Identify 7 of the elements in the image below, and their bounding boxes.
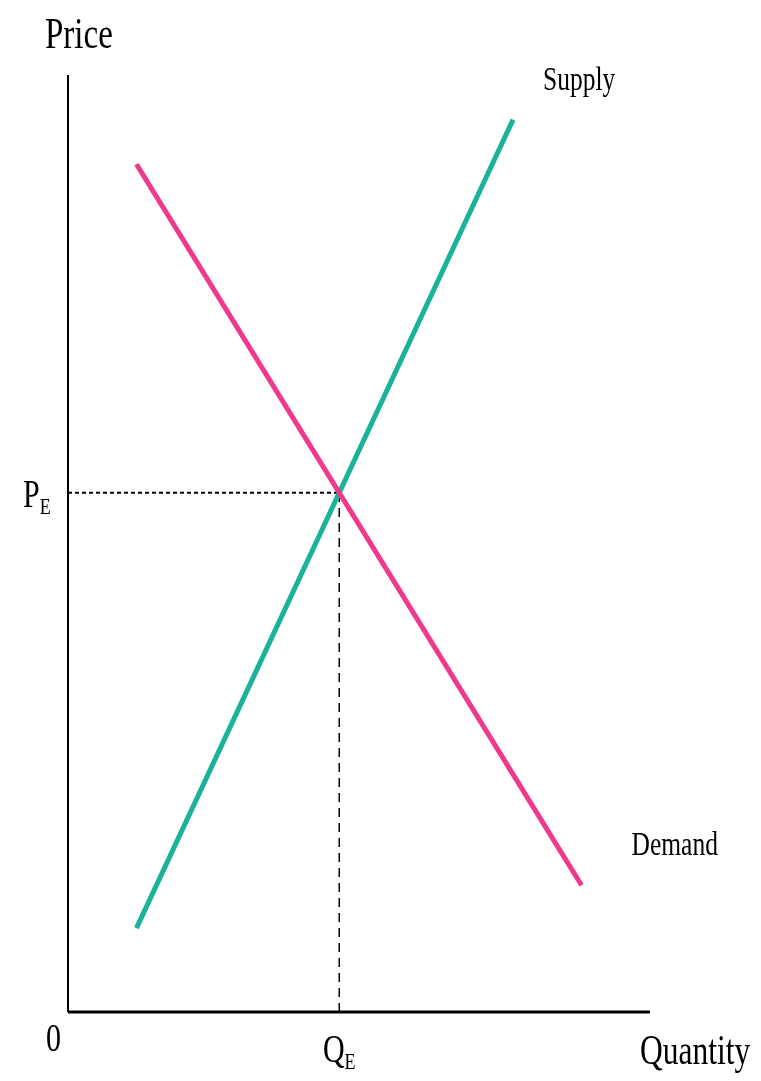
x-axis-title: Quantity bbox=[640, 1026, 751, 1074]
series-label: Supply bbox=[543, 59, 616, 98]
y-axis-title: Price bbox=[45, 8, 113, 59]
series-label: Demand bbox=[631, 824, 718, 864]
text: 0 bbox=[46, 1014, 61, 1061]
text: P$_{E}$ bbox=[23, 470, 51, 520]
text: Q$_{E}$ bbox=[322, 1025, 356, 1075]
